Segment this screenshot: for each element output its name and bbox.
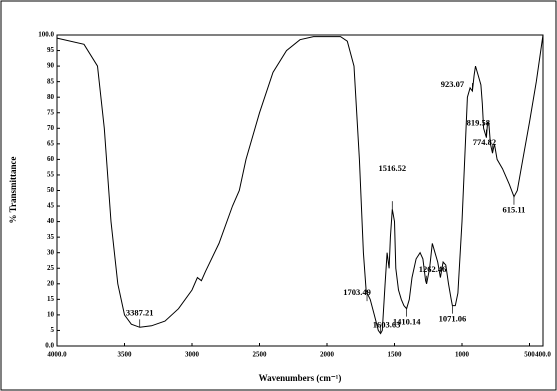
plot-area — [56, 34, 544, 347]
y-tick-label: 90 — [47, 62, 55, 70]
y-tick-label: 60 — [47, 155, 55, 163]
y-axis-label: % Transmittance — [8, 157, 18, 224]
peak-label: 774.82 — [473, 137, 496, 147]
y-tick-label: 85 — [47, 77, 55, 85]
y-tick-label: 55 — [47, 171, 55, 179]
x-tick-label: 2000 — [320, 351, 335, 359]
x-tick-label: 1500 — [388, 351, 403, 359]
x-tick-label: 3500 — [118, 351, 133, 359]
y-tick-label: 25 — [47, 264, 55, 272]
x-tick-label: 4000.0 — [47, 351, 67, 359]
spectrum-line — [56, 34, 544, 335]
y-tick-label: 95 — [47, 46, 55, 54]
x-tick-label: 500 — [524, 351, 535, 359]
y-tick-label: 65 — [47, 139, 55, 147]
peak-label: 1603.63 — [373, 320, 401, 330]
peak-label: 923.07 — [441, 79, 465, 89]
y-tick-label: 100.0 — [38, 31, 54, 39]
x-tick-label: 2500 — [253, 351, 268, 359]
peak-label: 1703.49 — [343, 287, 371, 297]
x-axis-label: Wavenumbers (cm⁻¹) — [259, 373, 342, 383]
y-tick-label: 10 — [47, 311, 55, 319]
peak-label: 615.11 — [503, 205, 526, 215]
y-tick-label: 20 — [47, 279, 55, 287]
y-tick-label: 15 — [47, 295, 55, 303]
peak-label: 819.58 — [467, 118, 490, 128]
y-tick-label: 70 — [47, 124, 55, 132]
peak-label: 1262.46 — [419, 264, 447, 274]
peak-label: 1071.06 — [439, 314, 467, 324]
peak-label: 3387.21 — [126, 307, 154, 317]
y-tick-label: 75 — [47, 108, 55, 116]
peak-label: 1410.14 — [393, 317, 421, 327]
peak-label: 1516.52 — [378, 163, 406, 173]
y-tick-label: 45 — [47, 202, 55, 210]
y-tick-label: 35 — [47, 233, 55, 241]
y-tick-label: 40 — [47, 217, 55, 225]
y-tick-label: 80 — [47, 93, 55, 101]
x-tick-label: 1000 — [455, 351, 470, 359]
y-tick-label: 50 — [47, 186, 55, 194]
y-tick-label: 30 — [47, 248, 55, 256]
y-tick-label: 0.0 — [45, 342, 54, 350]
y-tick-label: 5 — [51, 326, 55, 334]
x-tick-label: 400.0 — [535, 351, 551, 359]
x-tick-label: 3000 — [185, 351, 200, 359]
